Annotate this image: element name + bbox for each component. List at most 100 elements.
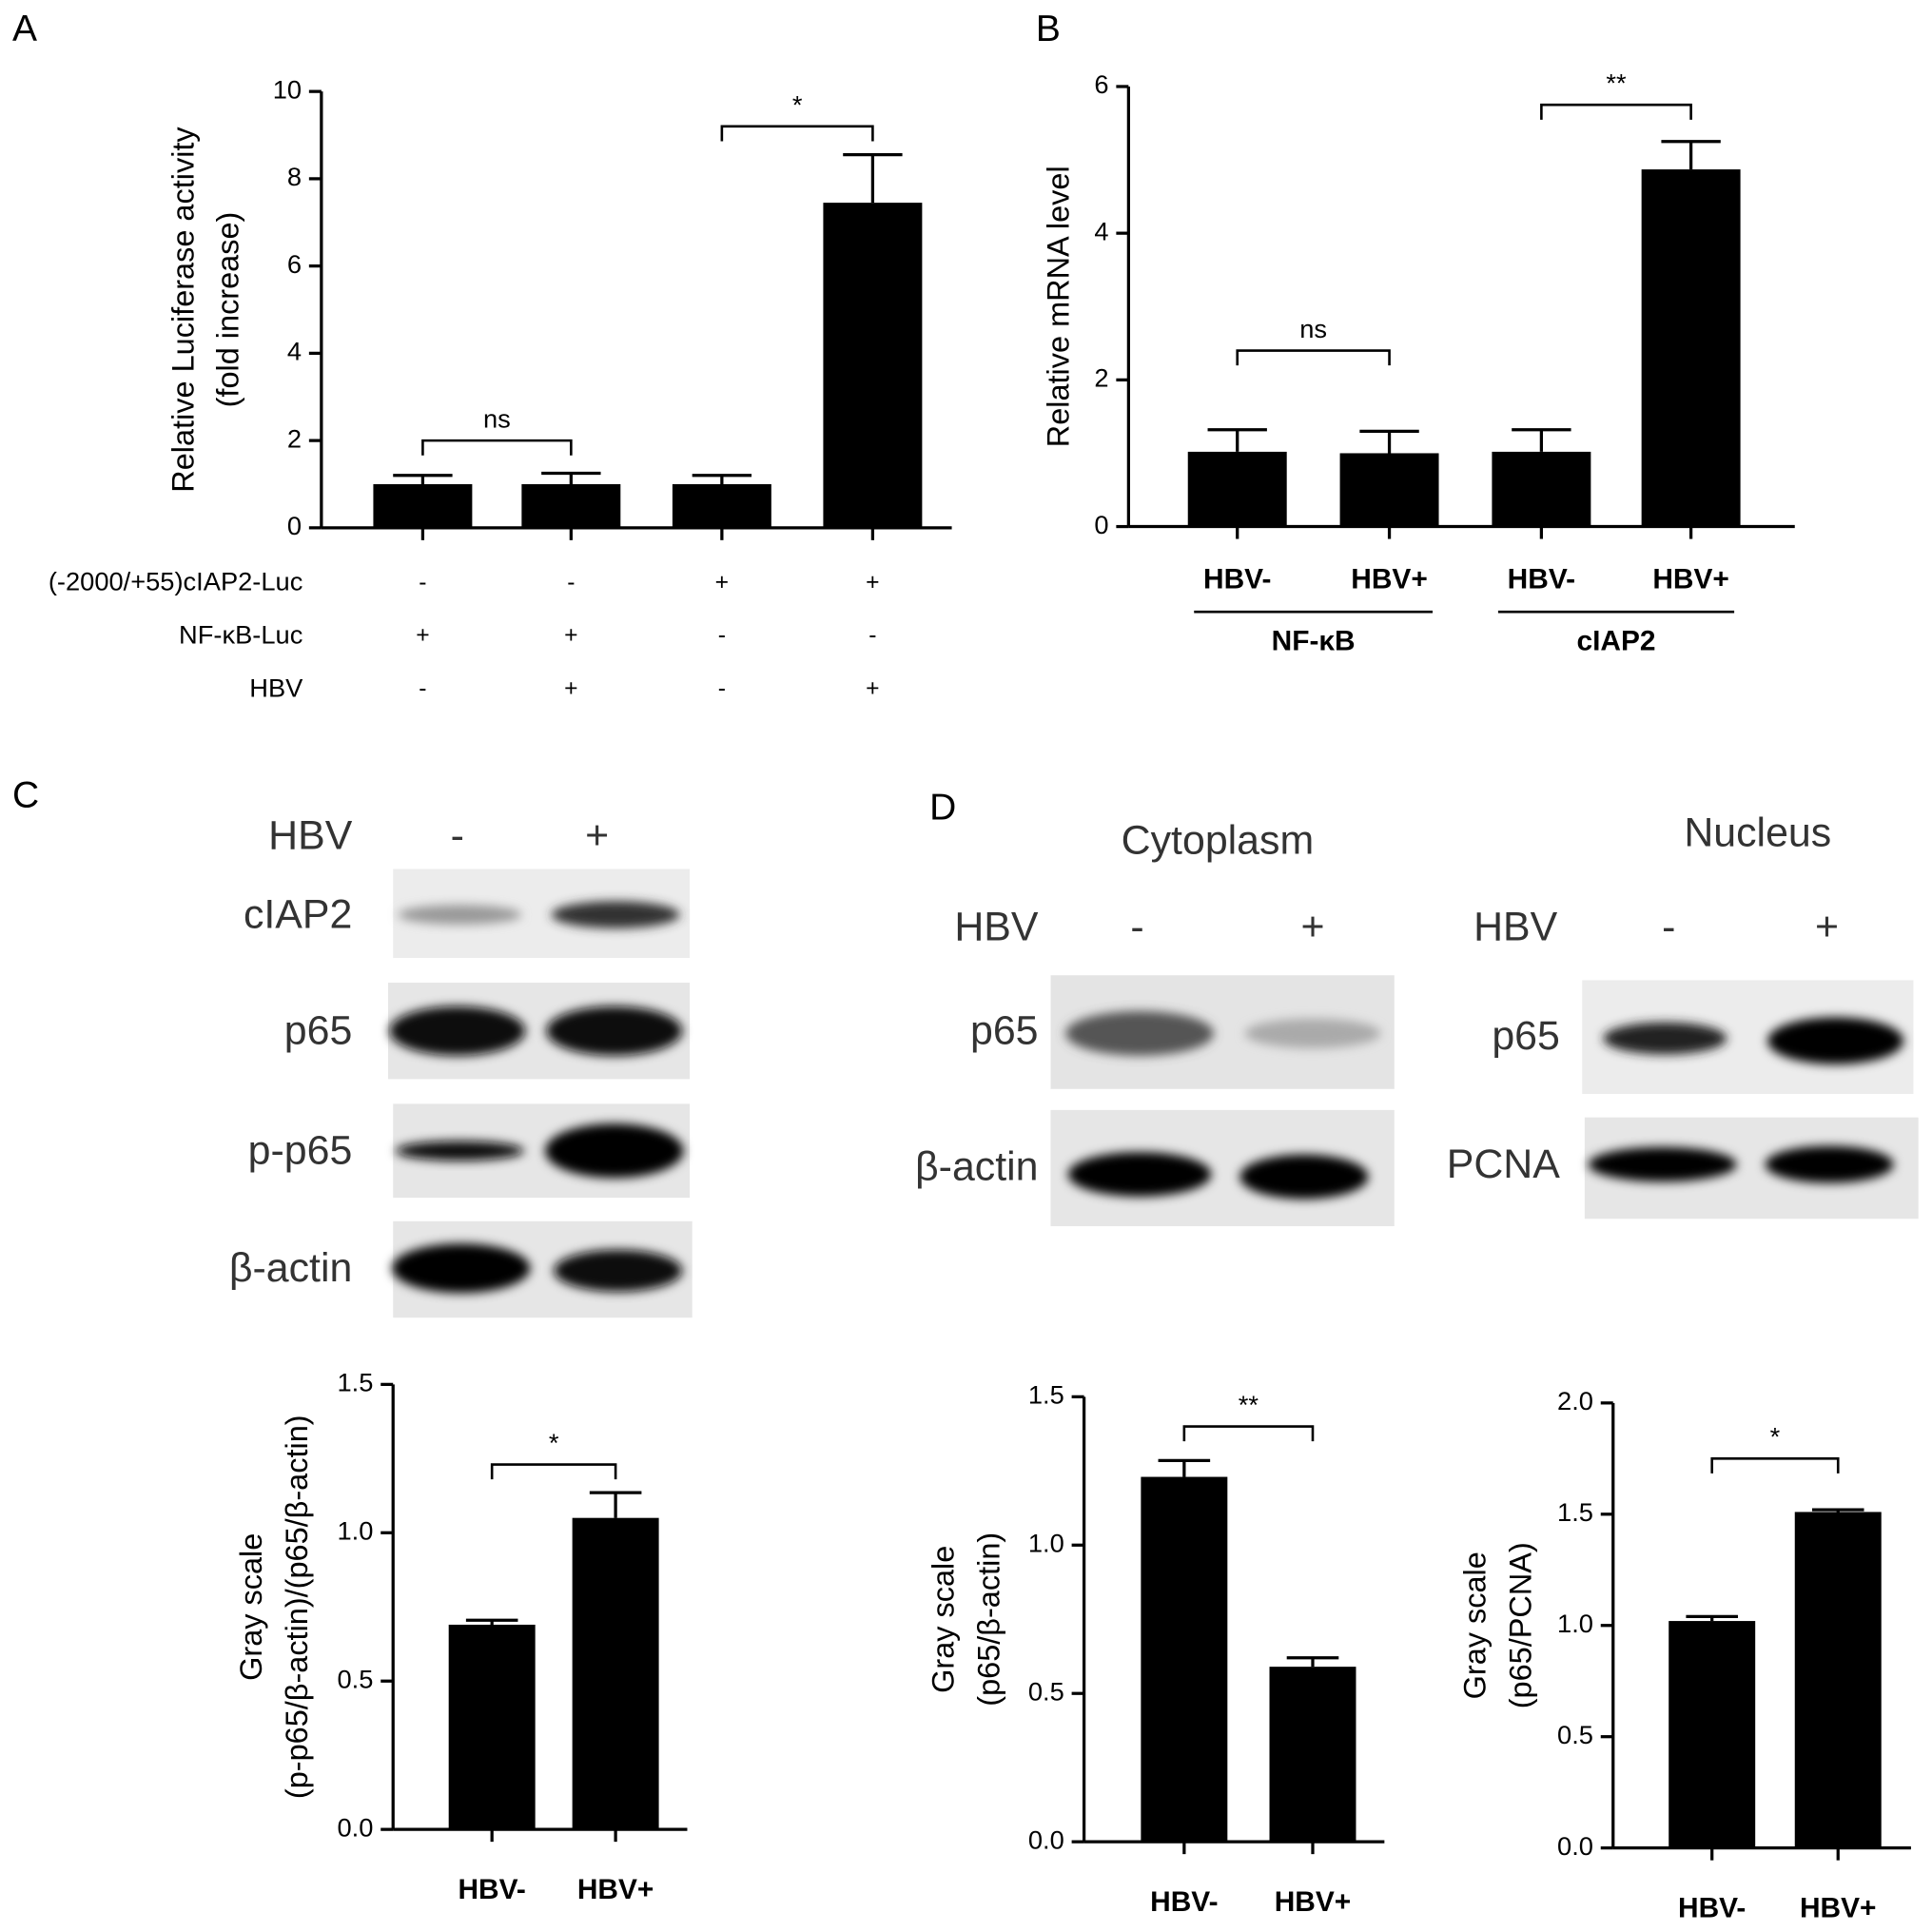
bar	[1641, 169, 1741, 527]
y-tick-label: 0.0	[1557, 1831, 1593, 1861]
y-tick-label: 0.0	[1028, 1825, 1064, 1854]
significance-label: *	[792, 89, 803, 119]
significance-bracket	[1182, 1425, 1315, 1442]
y-tick-label: 4	[287, 337, 302, 366]
panel-label: A	[12, 9, 37, 49]
bar	[448, 1624, 536, 1830]
significance-label: *	[1770, 1422, 1781, 1452]
x-tick-label: HBV-	[1203, 564, 1271, 595]
x-tick-label: HBV+	[1275, 1886, 1352, 1918]
y-tick-label: 2.0	[1557, 1386, 1593, 1415]
error-bar	[1661, 140, 1721, 170]
band	[1603, 1022, 1727, 1055]
y-axis-label: (p-p65/β-actin)/(p65/β-actin)	[280, 1415, 314, 1799]
significance-bracket	[720, 125, 874, 142]
condition-sign: -	[419, 570, 426, 595]
blot-c: HBV - + cIAP2 p65 p-p65 β-actin	[229, 812, 693, 1318]
x-tick-label: HBV+	[577, 1874, 654, 1905]
error-bar	[1811, 1508, 1864, 1512]
condition-sign: -	[718, 623, 726, 649]
significance-bracket	[421, 439, 573, 456]
bar	[1187, 451, 1287, 527]
condition-sign: -	[567, 570, 575, 595]
significance-bracket	[490, 1463, 617, 1480]
blot-label: +	[585, 812, 609, 858]
y-tick-label: 0.0	[338, 1812, 374, 1842]
significance-label: ns	[1299, 314, 1327, 343]
blot-label: β-actin	[915, 1144, 1039, 1190]
y-tick-label: 4	[1094, 216, 1108, 245]
condition-sign: +	[564, 623, 577, 649]
condition-sign: +	[715, 570, 729, 595]
blot-label: β-actin	[229, 1245, 353, 1291]
x-tick-label: HBV+	[1351, 564, 1428, 595]
x-tick-label: HBV-	[1150, 1886, 1218, 1918]
band	[389, 1005, 526, 1056]
condition-sign: +	[866, 676, 879, 702]
y-axis-label: (p65/PCNA)	[1503, 1542, 1537, 1708]
error-bar	[1286, 1656, 1339, 1668]
significance-label: ns	[483, 404, 511, 434]
error-bar	[1207, 428, 1267, 452]
y-tick-label: 2	[287, 423, 302, 453]
condition-sign: +	[866, 570, 879, 595]
x-tick-label: HBV-	[1508, 564, 1575, 595]
y-tick-label: 8	[287, 162, 302, 191]
panel-label: B	[1036, 9, 1061, 49]
error-bar	[393, 474, 453, 484]
error-bar	[541, 471, 601, 484]
y-tick-label: 0.5	[1028, 1676, 1064, 1706]
significance-label: **	[1606, 68, 1627, 98]
condition-label: NF-κB-Luc	[179, 619, 302, 649]
band	[1765, 1145, 1894, 1183]
blot-label: +	[1300, 904, 1324, 949]
band	[545, 1123, 684, 1179]
y-tick-label: 0	[1094, 510, 1108, 539]
bar	[1669, 1621, 1756, 1848]
y-axis-label: Gray scale	[927, 1546, 961, 1693]
bar	[373, 483, 473, 528]
band	[1767, 1017, 1904, 1064]
y-axis-label: (p65/β-actin)	[972, 1532, 1006, 1707]
error-bar	[1158, 1458, 1211, 1477]
band	[554, 1249, 683, 1292]
condition-sign: -	[718, 676, 726, 702]
error-bar	[692, 474, 752, 484]
bar	[572, 1517, 659, 1830]
bar	[1492, 451, 1591, 527]
blot-title: Nucleus	[1684, 810, 1831, 856]
significance-label: *	[549, 1428, 559, 1457]
blot-d: Cytoplasm Nucleus HBV - + HBV - + p65 β-…	[915, 810, 1919, 1227]
error-bar	[1359, 429, 1419, 454]
panel-label: D	[929, 787, 956, 828]
y-tick-label: 2	[1094, 363, 1108, 393]
blot-label: p65	[970, 1008, 1039, 1054]
y-tick-label: 1.0	[338, 1515, 374, 1545]
x-tick-label: HBV-	[1678, 1893, 1746, 1924]
band	[395, 1141, 524, 1161]
y-tick-label: 1.0	[1028, 1528, 1064, 1557]
blot-label: +	[1815, 904, 1839, 949]
significance-bracket	[1236, 349, 1391, 366]
blot-label: p65	[1492, 1013, 1560, 1059]
band	[391, 1243, 531, 1294]
significance-bracket	[1710, 1457, 1840, 1473]
error-bar	[1686, 1614, 1738, 1622]
blot-label: HBV	[1473, 904, 1558, 949]
error-bar	[843, 153, 903, 204]
y-tick-label: 10	[273, 74, 302, 104]
blot-label: -	[1130, 904, 1143, 949]
panel-label: C	[12, 774, 39, 815]
y-tick-label: 6	[1094, 69, 1108, 99]
blot-label: -	[451, 812, 464, 858]
x-tick-label: HBV+	[1652, 564, 1729, 595]
band	[1067, 1152, 1212, 1197]
condition-sign: +	[416, 623, 429, 649]
blot-label: HBV	[954, 904, 1039, 949]
blot-label: p65	[284, 1008, 353, 1054]
bar	[1794, 1512, 1882, 1848]
error-bar	[465, 1618, 518, 1625]
y-axis-label: (fold increase)	[210, 212, 244, 408]
bar	[823, 203, 923, 528]
